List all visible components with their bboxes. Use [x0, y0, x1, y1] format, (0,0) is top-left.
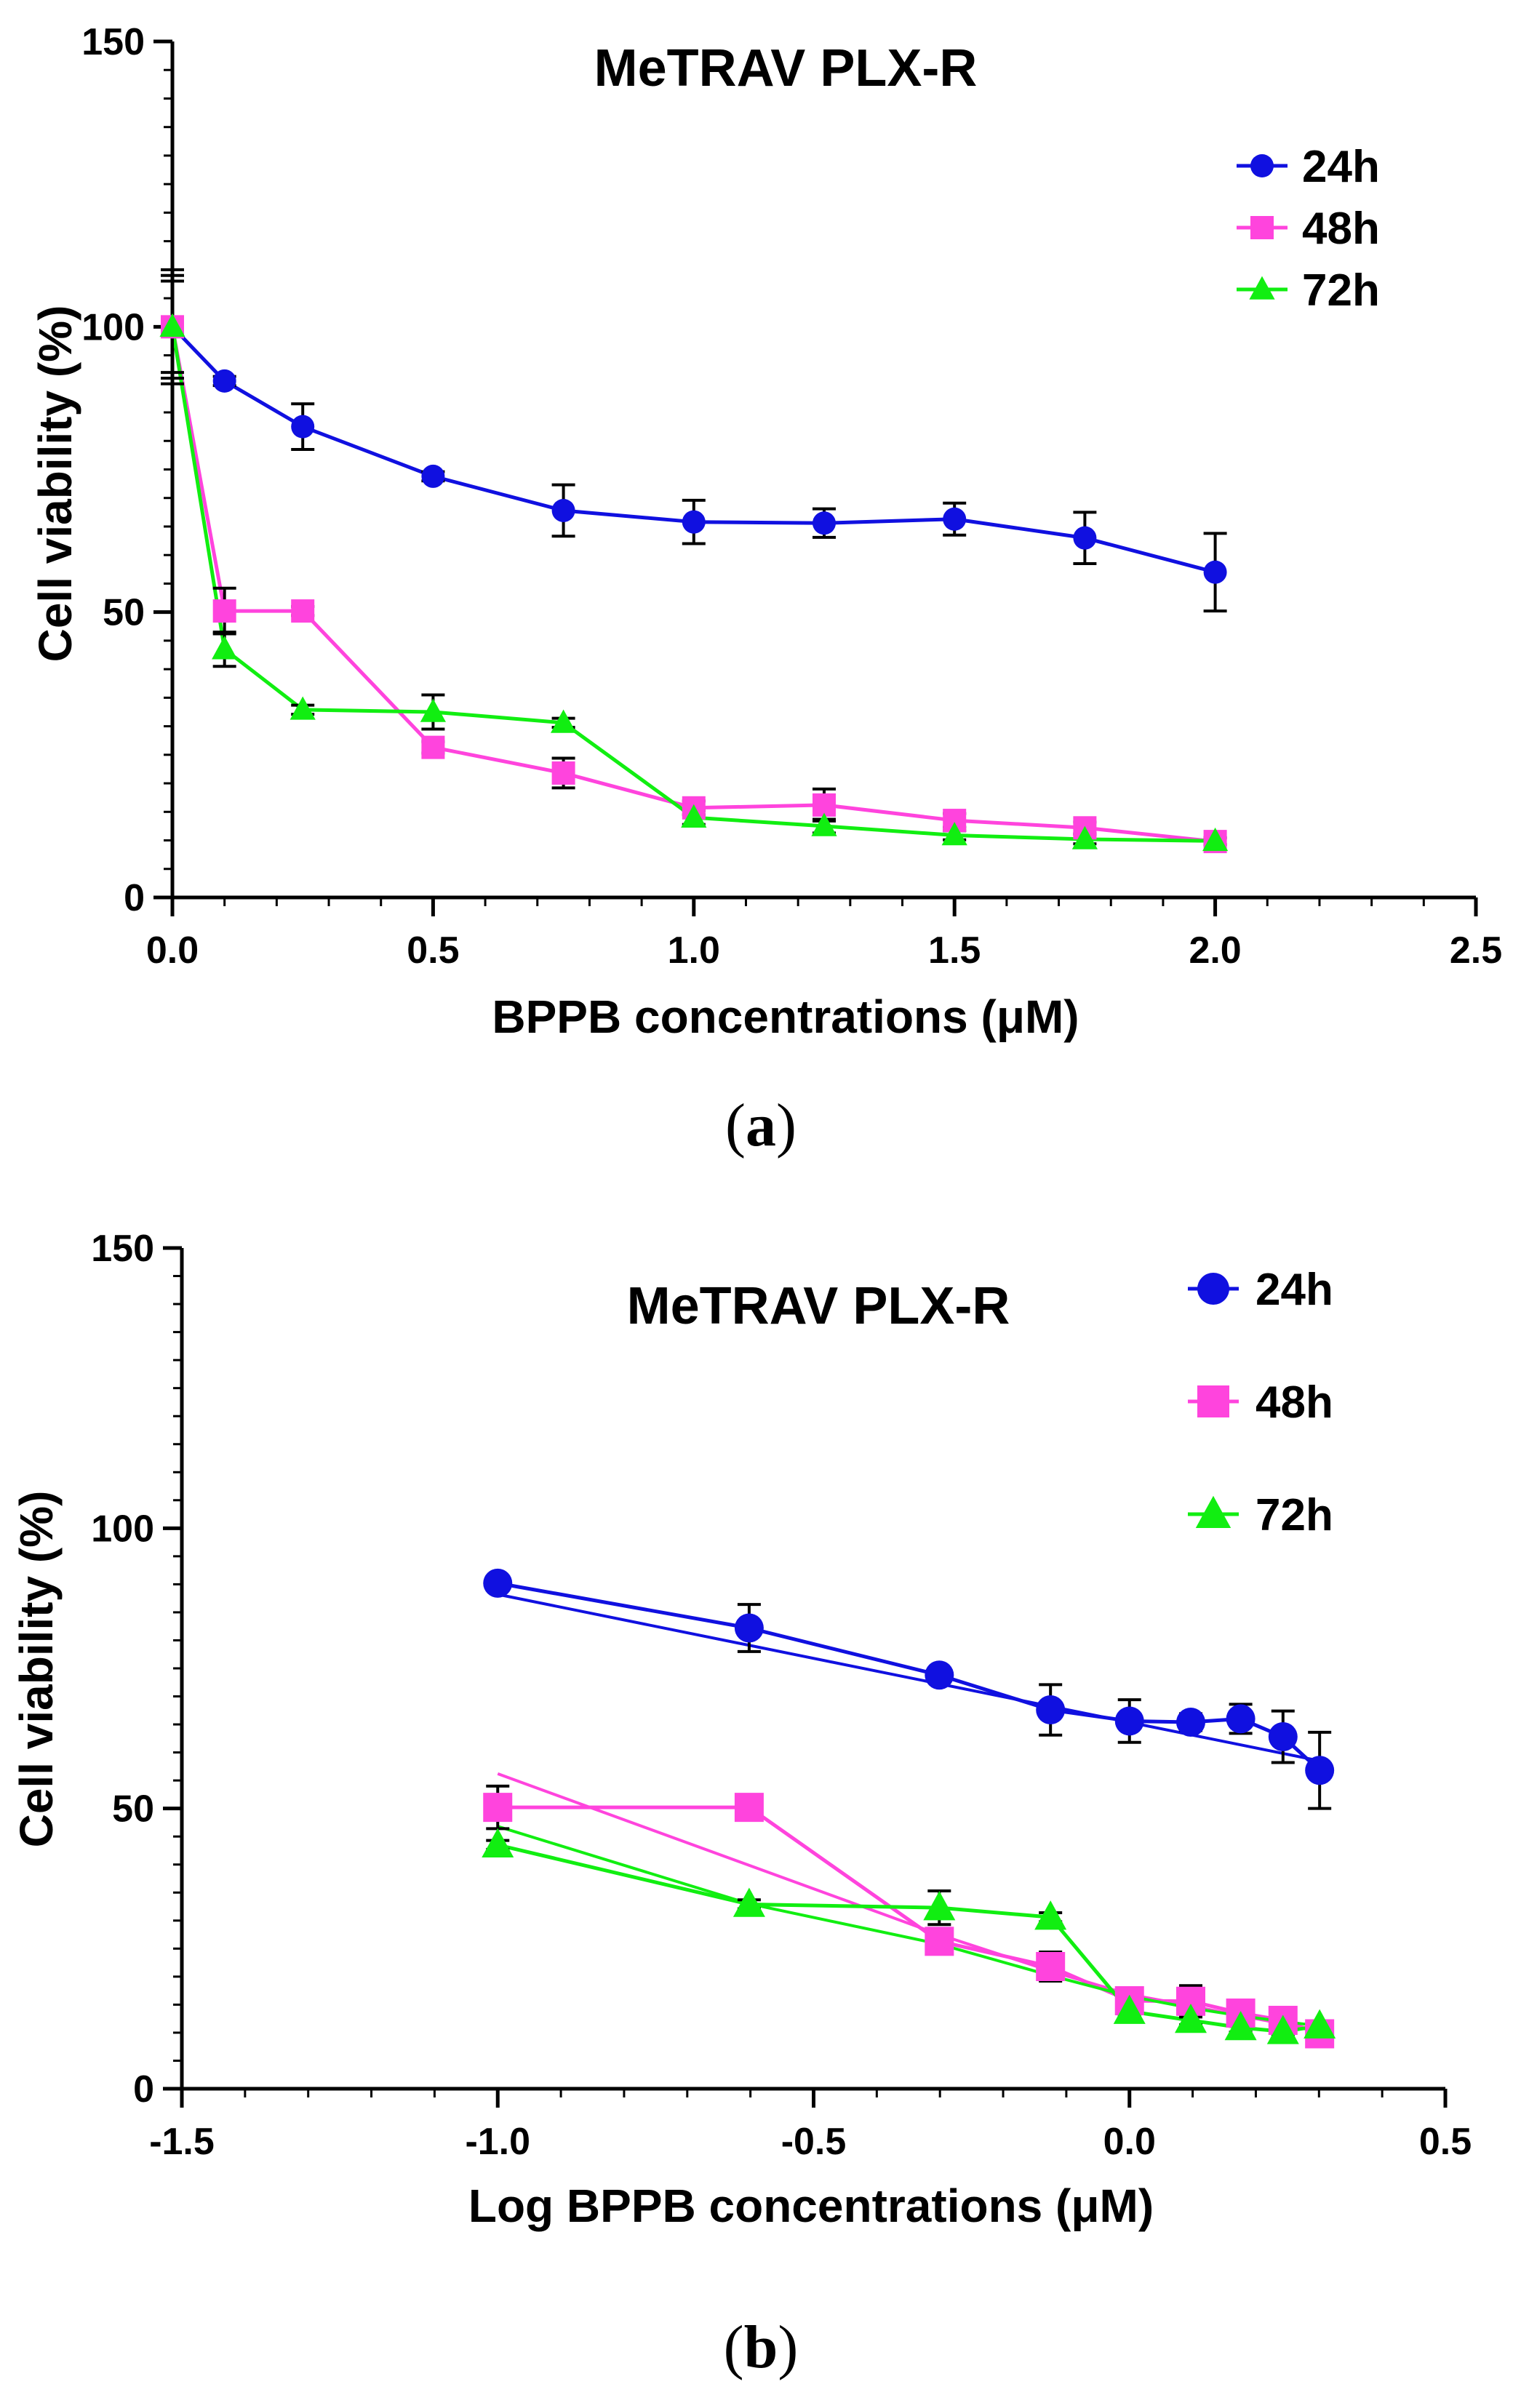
y-tick-label: 100: [81, 306, 145, 348]
axes: 0 50 100 150 -1.5 -1.0 -0.5 0.0 0.5: [91, 1228, 1472, 2163]
data-point-24h: [682, 510, 706, 534]
panel-label: (a): [725, 1092, 797, 1159]
legend-marker-72h: [1195, 1495, 1231, 1528]
data-point-72h: [482, 1828, 514, 1858]
data-point-72h: [1202, 827, 1229, 852]
x-tick-label: 1.5: [928, 929, 981, 972]
data-point-48h: [212, 599, 236, 623]
y-tick-label: 100: [91, 1508, 154, 1550]
y-tick-label: 50: [103, 592, 145, 634]
data-point-48h: [1036, 1951, 1066, 1981]
legend-marker-24h: [1197, 1273, 1229, 1305]
data-point-24h: [1073, 526, 1097, 550]
x-axis-label: Log BPPB concentrations (μM): [468, 2180, 1154, 2232]
data-point-72h: [1304, 2009, 1336, 2039]
data-point-72h: [1113, 1994, 1146, 2024]
panel-label: (b): [724, 2313, 799, 2381]
panel-letter: b: [744, 2313, 778, 2381]
data-point-72h: [159, 313, 185, 337]
legend-marker-48h: [1250, 216, 1274, 239]
series-line-24h: [171, 325, 1216, 575]
y-axis-label: Cell viability (%): [10, 1491, 63, 1848]
x-tick-label: 0.5: [407, 929, 459, 972]
data-markers: [159, 313, 1229, 854]
x-axis-label: BPPB concentrations (μM): [492, 991, 1079, 1043]
data-point-72h: [941, 822, 967, 846]
data-point-72h: [811, 812, 837, 836]
legend-label-48h: 48h: [1302, 204, 1380, 254]
data-point-72h: [1224, 2010, 1257, 2041]
legend-label-24h: 24h: [1255, 1265, 1333, 1315]
x-tick-label: 0.5: [1419, 2121, 1472, 2163]
series-lines: [170, 325, 1216, 844]
data-point-24h: [421, 464, 445, 488]
y-tick-label: 50: [112, 1788, 154, 1831]
y-tick-label: 150: [81, 21, 145, 63]
data-point-72h: [923, 1891, 956, 1921]
y-tick-label: 0: [133, 2068, 154, 2111]
panel-letter: a: [746, 1092, 776, 1159]
data-point-72h: [551, 709, 577, 733]
data-point-72h: [420, 698, 446, 722]
data-point-72h: [1266, 2015, 1299, 2044]
legend-label-48h: 48h: [1255, 1377, 1333, 1428]
data-point-72h: [290, 696, 316, 720]
x-tick-label: 2.0: [1189, 929, 1241, 972]
legend-marker-72h: [1249, 276, 1275, 300]
data-point-24h: [813, 511, 836, 535]
x-tick-label: 1.0: [668, 929, 720, 972]
data-point-48h: [734, 1793, 764, 1823]
data-point-72h: [681, 804, 707, 828]
data-point-48h: [421, 735, 445, 759]
legend-label-72h: 72h: [1302, 265, 1380, 316]
data-point-24h: [1203, 560, 1227, 584]
data-point-24h: [483, 1568, 513, 1598]
legend-label-24h: 24h: [1302, 142, 1380, 192]
x-tick-label: 0.0: [1103, 2121, 1156, 2163]
legend: 24h 48h 72h: [1237, 142, 1380, 316]
y-tick-label: 150: [91, 1228, 154, 1270]
data-point-24h: [1226, 1704, 1255, 1734]
data-point-24h: [943, 507, 967, 531]
legend-marker-24h: [1250, 154, 1274, 177]
data-point-72h: [1174, 2003, 1207, 2033]
data-point-24h: [925, 1660, 954, 1690]
x-tick-label: 2.5: [1450, 929, 1502, 972]
x-tick-label: 0.0: [146, 929, 199, 972]
chart-title: MeTRAV PLX-R: [627, 1277, 1010, 1335]
data-point-24h: [734, 1613, 764, 1643]
data-point-72h: [732, 1887, 765, 1917]
series-line-72h: [170, 326, 1215, 843]
chart-title: MeTRAV PLX-R: [594, 39, 978, 97]
data-markers: [482, 1568, 1336, 2049]
data-point-24h: [1268, 1722, 1298, 1752]
data-point-24h: [1305, 1756, 1335, 1785]
data-point-48h: [551, 761, 575, 785]
y-axis-label: Cell viability (%): [29, 305, 81, 663]
data-point-24h: [551, 498, 575, 522]
x-tick-label: -0.5: [781, 2121, 847, 2163]
data-point-24h: [212, 369, 236, 393]
legend-marker-48h: [1197, 1385, 1229, 1417]
chart-panel-b: MeTRAV PLX-R 0 50 100 150 -1.5 -1.0 -0.5 0.0 0.5…: [10, 1228, 1472, 2381]
x-tick-label: -1.0: [465, 2121, 530, 2163]
data-point-24h: [1036, 1695, 1066, 1725]
data-point-48h: [925, 1927, 954, 1956]
axes: 0 50 100 150 0.0 0.5 1.0 1.5 2.0 2.5: [81, 21, 1502, 972]
data-point-24h: [1114, 1706, 1144, 1736]
x-tick-label: -1.5: [149, 2121, 215, 2163]
data-point-48h: [291, 599, 315, 623]
data-point-48h: [483, 1793, 513, 1823]
data-point-72h: [212, 636, 238, 660]
data-point-72h: [1071, 825, 1098, 849]
chart-panel-a: MeTRAV PLX-R 0 50 100 150 0.0 0.5 1.0 1.5 2.0 2.5…: [29, 21, 1502, 1159]
series-line-48h: [170, 326, 1215, 844]
legend: 24h 48h 72h: [1188, 1265, 1333, 1540]
data-point-24h: [1175, 1707, 1205, 1737]
data-point-72h: [1034, 1900, 1067, 1930]
y-tick-label: 0: [124, 877, 145, 919]
data-point-24h: [291, 415, 315, 439]
legend-label-72h: 72h: [1255, 1490, 1333, 1540]
